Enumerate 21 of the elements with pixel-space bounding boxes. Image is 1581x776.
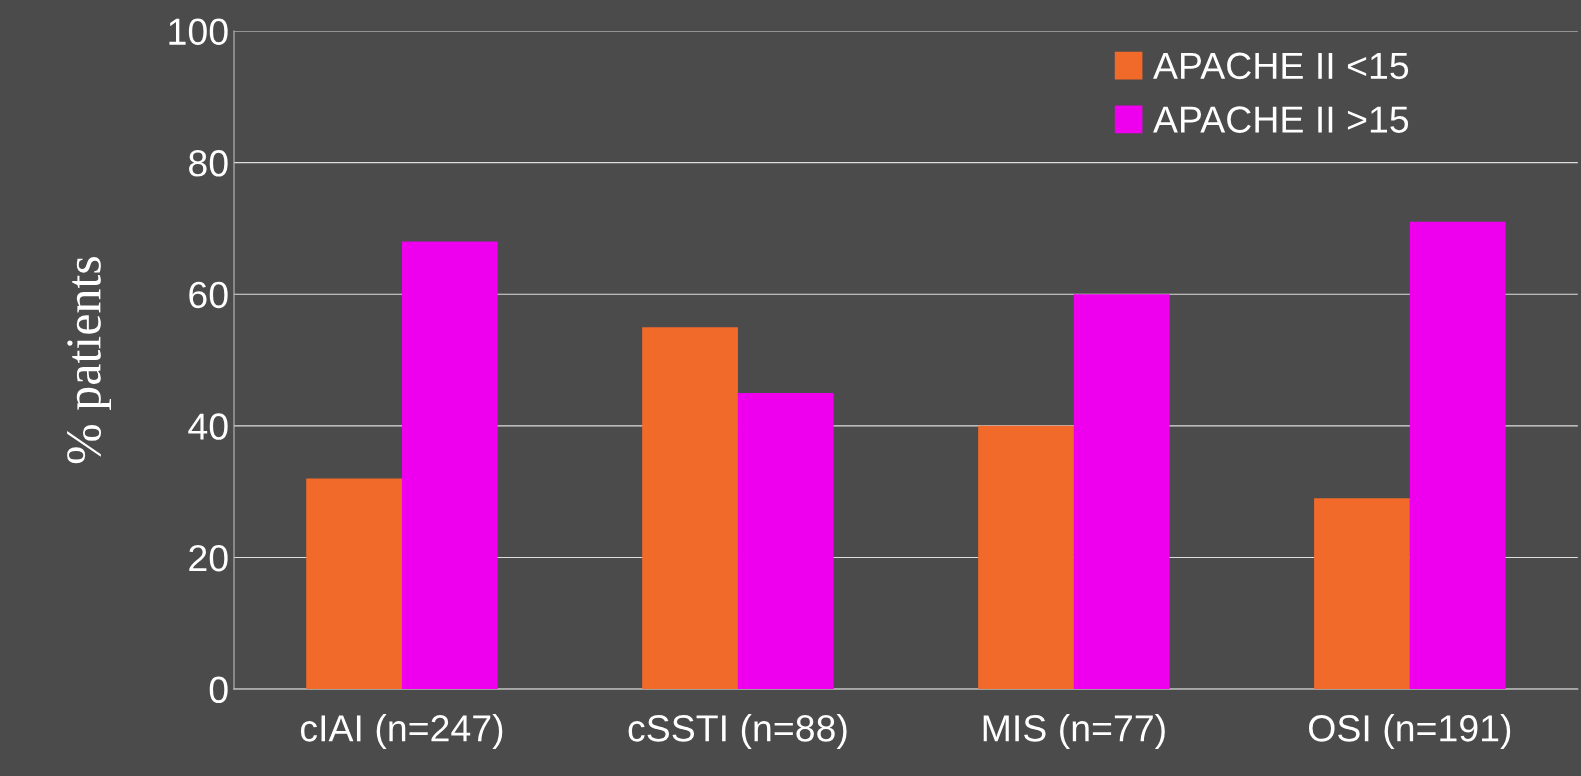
y-tick-label: 20	[189, 544, 228, 572]
y-tick-label: 80	[189, 150, 228, 177]
bar	[1314, 498, 1410, 690]
y-tick-label: 100	[169, 18, 228, 45]
y-tick-label: 60	[189, 281, 228, 309]
x-tick-label: MIS (n=77)	[983, 714, 1165, 750]
x-tick-label: cIAI (n=247)	[300, 714, 503, 750]
legend-label: APACHE II <15	[1153, 52, 1409, 80]
bar	[642, 327, 738, 690]
y-axis-title: % patients	[67, 257, 112, 464]
bar	[1409, 221, 1506, 690]
x-tick-label: cSSTI (n=88)	[628, 714, 847, 750]
bar	[306, 478, 402, 690]
bar	[401, 241, 498, 690]
bar	[1073, 294, 1170, 690]
bar	[978, 425, 1074, 690]
bar	[737, 392, 834, 690]
y-tick-label: 40	[188, 413, 228, 440]
x-tick-label: OSI (n=191)	[1308, 714, 1511, 750]
legend-label: APACHE II >15	[1153, 106, 1409, 133]
y-tick-label: 0	[209, 676, 228, 704]
